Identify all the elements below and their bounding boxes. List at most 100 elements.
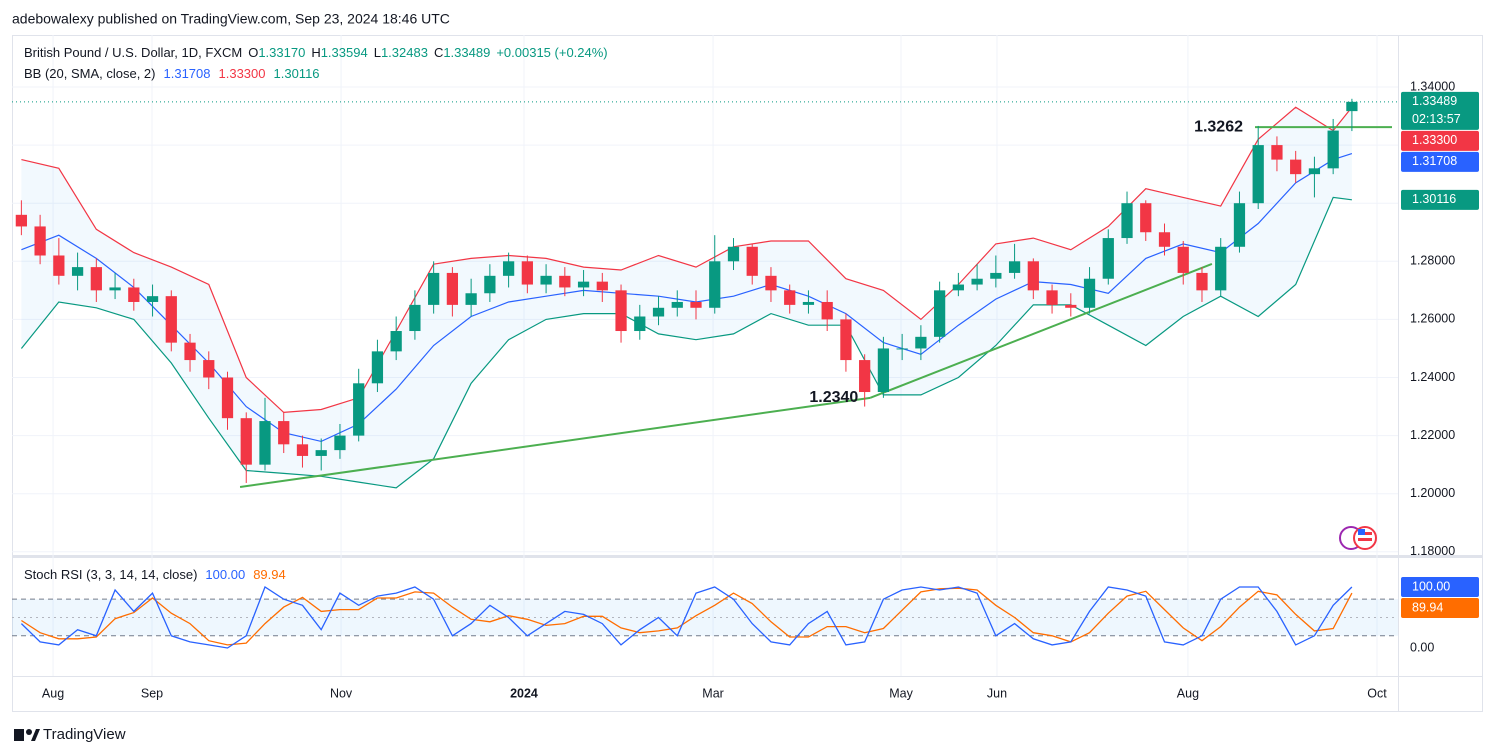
y-tick-label: 1.20000 (1410, 486, 1455, 500)
candle-body (371, 351, 384, 384)
candle-body (1346, 101, 1358, 112)
candle-body (1046, 290, 1058, 305)
legend-item: 1.33489 (443, 45, 490, 60)
candle-body (596, 281, 608, 291)
candle-body (1196, 272, 1208, 291)
x-tick-label: Aug (1177, 686, 1199, 700)
candle-body (765, 275, 777, 291)
candle-body (727, 246, 740, 262)
stoch-line (21, 587, 1353, 646)
legend-item: C (434, 45, 443, 60)
stoch-legend: Stoch RSI (3, 3, 14, 14, close) 100.00 89.… (24, 567, 286, 582)
candle-body (577, 281, 590, 288)
candle-body (1215, 246, 1227, 291)
candle-body (709, 261, 721, 308)
price-badge (1401, 576, 1479, 597)
candle-body (90, 267, 102, 291)
candle-body (821, 301, 833, 320)
trendline (239, 396, 871, 489)
candle-body (671, 301, 683, 308)
stoch-pane (12, 586, 1398, 649)
candle-body (34, 226, 46, 256)
candle-body (1008, 261, 1021, 273)
x-tick-label: 2024 (510, 686, 538, 700)
candle-body (521, 261, 533, 285)
candle-body (15, 214, 27, 227)
candle-body (559, 275, 571, 288)
y-tick-label: 1.28000 (1410, 254, 1455, 268)
x-tick-label: Jun (987, 686, 1007, 700)
candle-body (690, 301, 702, 308)
candle-body (1083, 278, 1096, 308)
candle-body (859, 360, 871, 393)
candle-body (315, 450, 327, 456)
candle-body (1121, 203, 1133, 239)
symbol-legend: British Pound / U.S. Dollar, 1D, FXCM O1.… (24, 45, 608, 60)
price-badge-label: 1.33489 (1412, 94, 1457, 108)
price-badge-label: 02:13:57 (1412, 112, 1461, 126)
candle-body (409, 304, 421, 332)
flag-icon (1339, 526, 1377, 550)
candle-body (915, 336, 927, 349)
x-tick-label: Mar (702, 686, 724, 700)
candle-body (334, 435, 346, 451)
publish-caption: adebowalexy published on TradingView.com… (12, 11, 450, 27)
legend-item: H (311, 45, 320, 60)
price-badge-label: 1.33300 (1412, 133, 1457, 147)
tradingview-logo (14, 729, 40, 741)
band-line (21, 106, 1353, 414)
candle-body (221, 377, 234, 419)
y-tick-label: 1.26000 (1410, 312, 1455, 326)
x-tick-label: Sep (141, 686, 163, 700)
candle-body (896, 348, 908, 350)
candle-body (634, 316, 646, 332)
axes: 1.340001.320001.300001.280001.260001.240… (42, 79, 1479, 700)
candle-body (484, 275, 496, 294)
candle-body (278, 421, 290, 445)
stoch-line (20, 586, 1353, 649)
y-tick-label: 1.18000 (1410, 544, 1455, 558)
candle-body (615, 290, 627, 332)
legend-item: Stoch RSI (3, 3, 14, 14, close) (24, 567, 197, 582)
price-badge-label: 1.30116 (1412, 192, 1456, 206)
main-pane: 1.2340 1.3262 (12, 98, 1398, 489)
candle-body (1252, 145, 1264, 204)
legend-item: BB (20, SMA, close, 2) (24, 66, 156, 81)
candle-body (1027, 261, 1039, 291)
candle-body (971, 278, 983, 285)
candle-body (428, 272, 440, 305)
x-tick-label: Nov (330, 686, 353, 700)
candle-body (802, 301, 815, 305)
legend-item: 89.94 (253, 567, 286, 582)
candle-body (502, 261, 515, 276)
legend-item: L (374, 45, 381, 60)
stoch-tick-label: 0.00 (1410, 640, 1434, 654)
candle-body (652, 307, 665, 317)
price-badge (1401, 597, 1479, 618)
candle-body (240, 418, 252, 465)
candle-body (390, 331, 402, 352)
price-badge (1401, 151, 1479, 172)
candle-body (109, 287, 121, 291)
candle-body (1308, 168, 1321, 175)
candle-body (1327, 130, 1339, 169)
legend-item: 1.31708 (164, 66, 211, 81)
candle-body (353, 383, 365, 436)
candle-body (1233, 203, 1246, 247)
candle-body (1158, 232, 1171, 247)
legend-item: 1.33594 (321, 45, 368, 60)
annotation: 1.3262 (1194, 118, 1243, 135)
y-tick-label: 1.34000 (1410, 79, 1455, 93)
candle-body (934, 290, 946, 337)
candle-body (1102, 238, 1114, 279)
y-tick-label: 1.22000 (1410, 428, 1455, 442)
x-tick-label: Oct (1367, 686, 1387, 700)
band-fill (21, 107, 1352, 488)
candle-body (146, 296, 159, 302)
legend-item: 1.30116 (274, 66, 320, 81)
candle-body (465, 293, 477, 305)
candle-body (1065, 304, 1077, 308)
price-badge (1401, 189, 1479, 210)
candle-body (1177, 246, 1189, 273)
